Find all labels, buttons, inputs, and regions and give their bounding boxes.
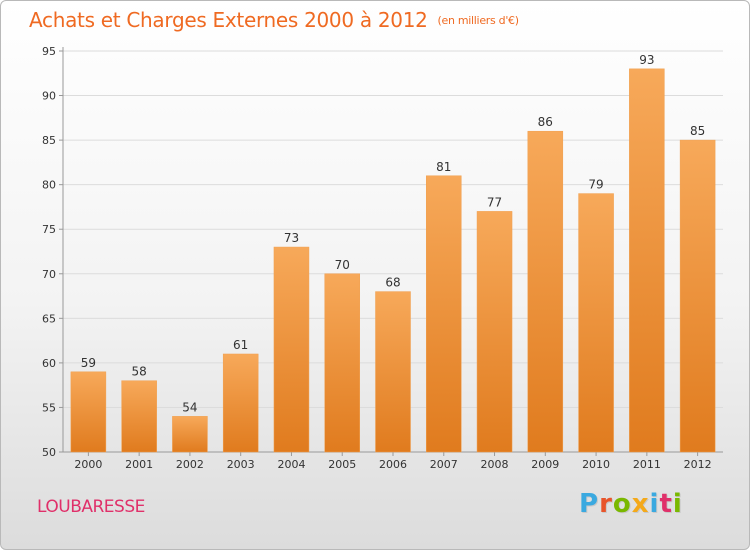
logo-letter: t [659, 489, 673, 519]
y-tick-label: 95 [42, 45, 56, 58]
logo-letter: r [599, 489, 613, 519]
value-label-2006: 68 [385, 276, 400, 290]
x-tick-label-2000: 2000 [74, 458, 102, 471]
value-label-2004: 73 [284, 231, 299, 245]
bar-2005 [324, 273, 360, 453]
value-label-2005: 70 [335, 258, 350, 272]
y-tick-label: 65 [42, 312, 56, 325]
y-tick-label: 90 [42, 90, 56, 103]
value-label-2000: 59 [81, 356, 96, 370]
bar-2007 [426, 175, 462, 453]
value-label-2011: 93 [639, 53, 654, 67]
chart-subtitle: (en milliers d'€) [437, 14, 519, 27]
y-tick-label: 55 [42, 401, 56, 414]
bar-2006 [375, 291, 411, 453]
y-tick-label: 80 [42, 179, 56, 192]
bar-2012 [679, 139, 716, 453]
value-label-2010: 79 [588, 178, 603, 192]
value-label-2001: 58 [132, 365, 147, 379]
logo-letter: o [612, 489, 632, 519]
proxiti-logo: Proxiti [579, 489, 683, 519]
value-label-2002: 54 [182, 400, 197, 414]
value-label-2009: 86 [538, 115, 553, 129]
bar-2001 [121, 380, 157, 453]
value-label-2012: 85 [690, 124, 705, 138]
x-tick-label-2012: 2012 [684, 458, 712, 471]
y-tick-label: 50 [42, 446, 56, 459]
x-tick-label-2011: 2011 [633, 458, 661, 471]
value-label-2008: 77 [487, 195, 502, 209]
logo-letter: i [649, 489, 660, 519]
x-tick-label-2002: 2002 [176, 458, 204, 471]
y-tick-label: 85 [42, 134, 56, 147]
labels: 50 55 60 65 70 75 80 85 90 95 59 2000 58 2001 54 2002 61… [42, 45, 712, 471]
logo-letter: x [631, 489, 650, 519]
x-tick-label-2005: 2005 [328, 458, 356, 471]
bar-2003 [222, 353, 259, 453]
location-label: LOUBARESSE [37, 497, 145, 517]
y-tick-label: 60 [42, 357, 56, 370]
bar-2000 [70, 371, 107, 453]
logo-letter: i [672, 489, 683, 519]
x-tick-label-2004: 2004 [277, 458, 305, 471]
x-tick-label-2008: 2008 [481, 458, 509, 471]
value-label-2003: 61 [233, 338, 248, 352]
bar-2002 [172, 416, 208, 453]
chart-title-text: Achats et Charges Externes 2000 à 2012 [29, 8, 428, 32]
logo-letter: P [579, 489, 600, 519]
y-tick-label: 70 [42, 268, 56, 281]
x-tick-label-2009: 2009 [531, 458, 559, 471]
x-tick-label-2006: 2006 [379, 458, 407, 471]
y-tick-label: 75 [42, 223, 56, 236]
x-tick-label-2001: 2001 [125, 458, 153, 471]
bar-2004 [273, 246, 310, 453]
chart-title: Achats et Charges Externes 2000 à 2012 (e… [29, 8, 519, 32]
value-label-2007: 81 [436, 160, 451, 174]
x-tick-label-2010: 2010 [582, 458, 610, 471]
bars [70, 68, 716, 453]
bar-2010 [578, 193, 614, 453]
x-tick-label-2007: 2007 [430, 458, 458, 471]
bar-2009 [527, 130, 564, 453]
x-tick-label-2003: 2003 [227, 458, 255, 471]
bar-2008 [476, 211, 513, 453]
bar-2011 [629, 68, 665, 453]
